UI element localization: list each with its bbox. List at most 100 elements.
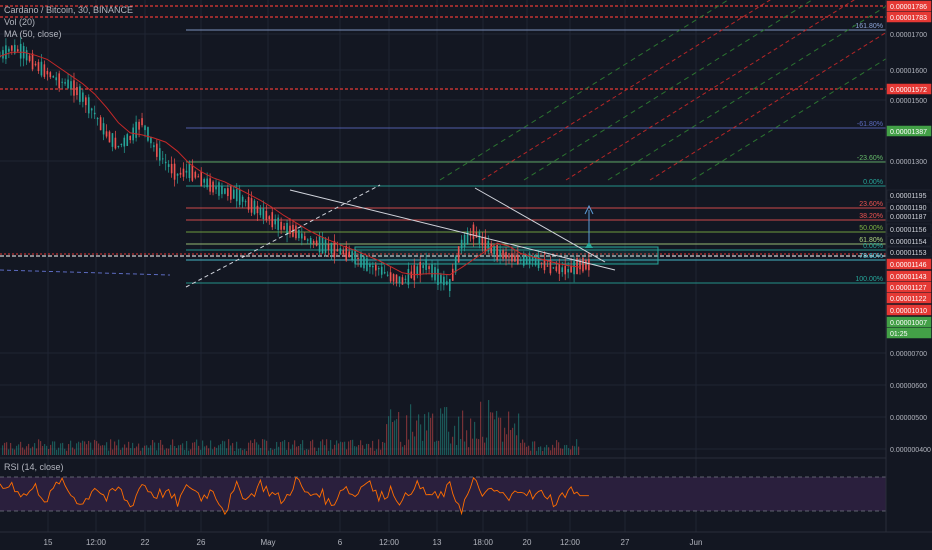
volume-bar xyxy=(316,450,318,455)
volume-bar xyxy=(552,444,554,455)
candle-body xyxy=(425,259,427,270)
volume-bar xyxy=(576,439,578,455)
candle-body xyxy=(537,254,540,269)
volume-bar xyxy=(98,443,100,455)
candle-body xyxy=(132,127,134,141)
candle-body xyxy=(194,171,197,178)
volume-bar xyxy=(272,449,274,455)
candle-body xyxy=(224,188,226,194)
candle-body xyxy=(158,148,161,161)
volume-bar xyxy=(510,429,512,455)
fib-level-label: -61.80% xyxy=(857,121,883,128)
channel-line xyxy=(481,0,771,181)
volume-bar xyxy=(286,449,288,455)
volume-bar xyxy=(126,447,128,455)
candle-body xyxy=(505,252,507,259)
volume-bar xyxy=(380,449,382,455)
candle-body xyxy=(440,274,442,283)
volume-bar xyxy=(192,442,194,455)
volume-bar xyxy=(102,445,104,455)
volume-bar xyxy=(90,442,92,455)
volume-bar xyxy=(302,440,304,455)
candle-body xyxy=(46,70,49,75)
volume-bar xyxy=(130,448,132,455)
candle-body xyxy=(244,201,247,203)
candle-body xyxy=(268,216,271,220)
candle-body xyxy=(525,255,528,264)
candle-body xyxy=(43,64,46,77)
volume-bar xyxy=(300,444,302,455)
volume-bar xyxy=(250,440,252,455)
fib-level-label: 23.60% xyxy=(859,201,883,208)
candle-body xyxy=(522,254,525,266)
candle-body xyxy=(585,259,587,270)
candle-body xyxy=(301,233,303,239)
volume-bar xyxy=(340,441,342,455)
candle-body xyxy=(277,217,279,230)
volume-bar xyxy=(276,441,278,455)
volume-bar xyxy=(60,443,62,455)
volume-bar xyxy=(554,447,556,455)
volume-bar xyxy=(496,410,498,455)
volume-bar xyxy=(176,448,178,455)
candle-body xyxy=(366,258,368,271)
volume-bar xyxy=(70,440,72,455)
volume-bar xyxy=(432,413,434,455)
volume-bar xyxy=(4,442,6,455)
candle-body xyxy=(114,137,117,149)
candle-body xyxy=(517,254,519,265)
candle-body xyxy=(99,117,102,131)
x-tick-label: Jun xyxy=(690,538,703,547)
volume-bar xyxy=(566,444,568,455)
fib-level-label: 0.00% xyxy=(863,243,883,250)
volume-bar xyxy=(452,436,454,455)
candle-body xyxy=(582,257,584,272)
volume-bar xyxy=(298,445,300,455)
candle-body xyxy=(126,134,129,146)
volume-bar xyxy=(38,439,40,455)
volume-bar xyxy=(570,449,572,455)
candle-body xyxy=(85,97,87,106)
volume-bar xyxy=(480,401,482,455)
volume-bar xyxy=(158,442,160,455)
candle-body xyxy=(185,170,188,173)
volume-bar xyxy=(76,443,78,455)
volume-indicator-label[interactable]: Vol (20) xyxy=(4,17,36,27)
volume-bar xyxy=(294,440,296,455)
volume-bar xyxy=(36,448,38,455)
volume-bar xyxy=(314,447,316,455)
candle-body xyxy=(102,123,105,135)
volume-bar xyxy=(412,431,414,455)
candle-body xyxy=(8,48,10,52)
volume-bar xyxy=(144,445,146,455)
rsi-indicator-label[interactable]: RSI (14, close) xyxy=(4,462,64,472)
candle-body xyxy=(2,50,4,59)
volume-bar xyxy=(138,443,140,455)
volume-bar xyxy=(166,448,168,455)
arrow-marker xyxy=(585,242,593,248)
volume-bar xyxy=(326,439,328,455)
candle-body xyxy=(200,171,203,187)
volume-bar xyxy=(470,418,472,455)
candle-body xyxy=(502,250,504,259)
volume-bar xyxy=(108,450,110,455)
volume-bar xyxy=(516,435,518,455)
volume-bar xyxy=(32,446,34,455)
candle-body xyxy=(135,121,137,138)
volume-bar xyxy=(504,427,506,455)
volume-bar xyxy=(100,445,102,455)
y-tick-label: 0.00001600 xyxy=(890,68,927,75)
candle-body xyxy=(416,266,419,276)
volume-bar xyxy=(50,444,52,455)
volume-bar xyxy=(172,439,174,455)
candle-body xyxy=(463,234,466,248)
candle-body xyxy=(342,250,345,255)
price-axis: 0.00001700 0.00001600 0.00001500 0.00001300… xyxy=(885,0,932,550)
volume-bar xyxy=(368,443,370,455)
candle-body xyxy=(283,226,285,230)
candle-body xyxy=(16,49,19,52)
ma-indicator-label[interactable]: MA (50, close) xyxy=(4,29,62,39)
candle-body xyxy=(336,249,339,252)
symbol-title[interactable]: Cardano / Bitcoin, 30, BINANCE xyxy=(4,5,134,15)
